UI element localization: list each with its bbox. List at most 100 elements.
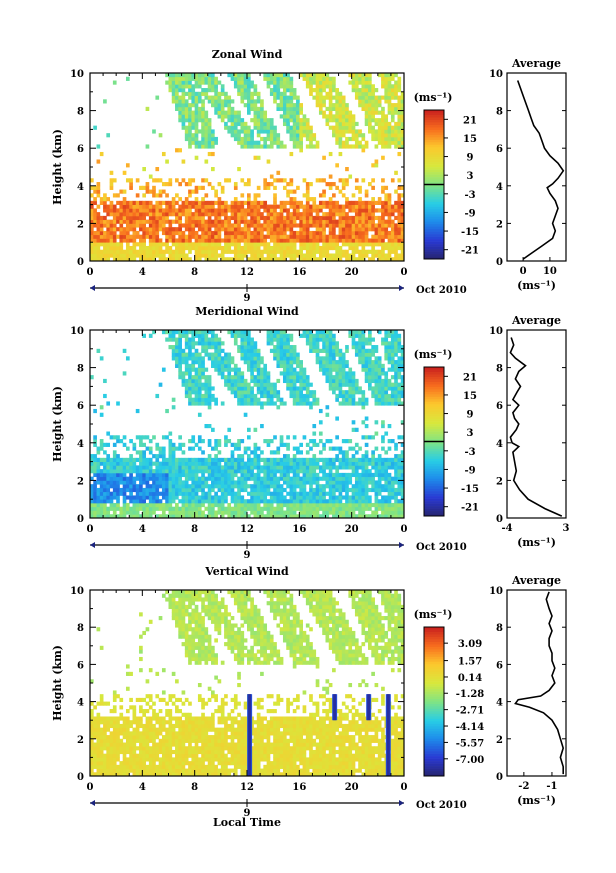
heatmap-cell [312, 223, 317, 228]
heatmap-cell [394, 91, 398, 96]
heatmap-cell [289, 84, 294, 89]
heatmap-cell [345, 215, 349, 221]
heatmap-cell [145, 245, 150, 251]
heatmap-cell [341, 510, 346, 515]
heatmap-cell [266, 330, 271, 335]
heatmap-cell [276, 450, 281, 455]
heatmap-cell [292, 95, 297, 100]
heatmap-cell [227, 476, 232, 481]
heatmap-cell [312, 245, 317, 251]
heatmap-cell [106, 476, 111, 481]
heatmap-cell [269, 219, 274, 224]
heatmap-cell [351, 215, 356, 221]
heatmap-cell [103, 245, 107, 251]
heatmap-cell [145, 230, 150, 236]
heatmap-cell [374, 223, 379, 228]
heatmap-cell [96, 230, 101, 236]
heatmap-cell [315, 76, 320, 81]
heatmap-cell [106, 197, 111, 202]
colorbar-swatch [424, 147, 444, 151]
heatmap-cell [253, 484, 258, 489]
heatmap-cell [273, 253, 277, 258]
heatmap-cell [381, 223, 385, 228]
heatmap-cell [106, 491, 111, 496]
heatmap-cell [276, 170, 281, 175]
heatmap-cell [282, 476, 287, 481]
heatmap-cell [351, 80, 356, 85]
heatmap-cell [165, 193, 169, 198]
heatmap-cell [273, 95, 277, 100]
heatmap-cell [201, 461, 205, 466]
heatmap-cell [148, 242, 153, 247]
heatmap-cell [286, 106, 290, 111]
heatmap-cell [214, 363, 218, 368]
heatmap-cell [211, 363, 215, 368]
heatmap-cell [240, 84, 245, 89]
heatmap-cell [335, 238, 339, 243]
heatmap-cell [371, 84, 375, 89]
heatmap-cell [240, 352, 245, 357]
heatmap-cell [338, 487, 343, 493]
heatmap-cell [116, 514, 120, 519]
heatmap-cell [243, 502, 248, 508]
heatmap-cell [227, 215, 232, 221]
heatmap-cell [358, 330, 362, 335]
heatmap-cell [178, 510, 182, 515]
heatmap-cell [139, 469, 143, 474]
heatmap-cell [318, 257, 323, 262]
heatmap-cell [286, 227, 290, 232]
average-title: Average [511, 57, 561, 70]
heatmap-cell [289, 386, 294, 391]
heatmap-cell [338, 356, 343, 361]
heatmap-cell [368, 204, 372, 209]
heatmap-cell [256, 99, 261, 104]
heatmap-cell [211, 80, 215, 85]
heatmap-cell [371, 114, 375, 119]
heatmap-cell [191, 382, 196, 387]
heatmap-cell [90, 495, 94, 500]
heatmap-cell [155, 491, 160, 496]
heatmap-cell [125, 480, 130, 485]
heatmap-cell [381, 76, 385, 81]
heatmap-cell [345, 472, 349, 478]
heatmap-cell [325, 502, 330, 508]
heatmap-cell [93, 491, 97, 496]
heatmap-cell [217, 227, 222, 232]
heatmap-cell [194, 91, 199, 96]
heatmap-cell [247, 469, 251, 474]
heatmap-cell [348, 397, 353, 402]
heatmap-cell [129, 499, 133, 504]
heatmap-cell [341, 363, 346, 368]
heatmap-cell [368, 223, 372, 228]
heatmap-cell [318, 204, 323, 209]
heatmap-cell [188, 341, 192, 346]
heatmap-cell [207, 442, 212, 447]
heatmap-cell [240, 219, 245, 224]
heatmap-cell [309, 234, 313, 239]
heatmap-cell [364, 88, 369, 93]
heatmap-cell [112, 245, 117, 251]
heatmap-cell [191, 330, 196, 335]
heatmap-cell [211, 393, 215, 399]
heatmap-cell [279, 345, 284, 350]
heatmap-cell [328, 174, 333, 179]
heatmap-cell [240, 88, 245, 93]
heatmap-cell [289, 461, 294, 466]
heatmap-cell [194, 212, 199, 217]
heatmap-cell [325, 84, 330, 89]
heatmap-cell [194, 348, 199, 353]
heatmap-cell [296, 114, 300, 119]
heatmap-cell [220, 208, 225, 213]
heatmap-cell [361, 95, 366, 100]
heatmap-cell [351, 401, 356, 406]
heatmap-cell [286, 356, 290, 361]
heatmap-cell [289, 457, 294, 462]
heatmap-cell [299, 484, 303, 489]
heatmap-cell [279, 144, 284, 149]
heatmap-cell [119, 189, 124, 194]
heatmap-cell [132, 234, 137, 239]
heatmap-cell [266, 80, 271, 85]
heatmap-cell [135, 234, 140, 239]
heatmap-cell [354, 144, 359, 149]
heatmap-cell [394, 80, 398, 85]
